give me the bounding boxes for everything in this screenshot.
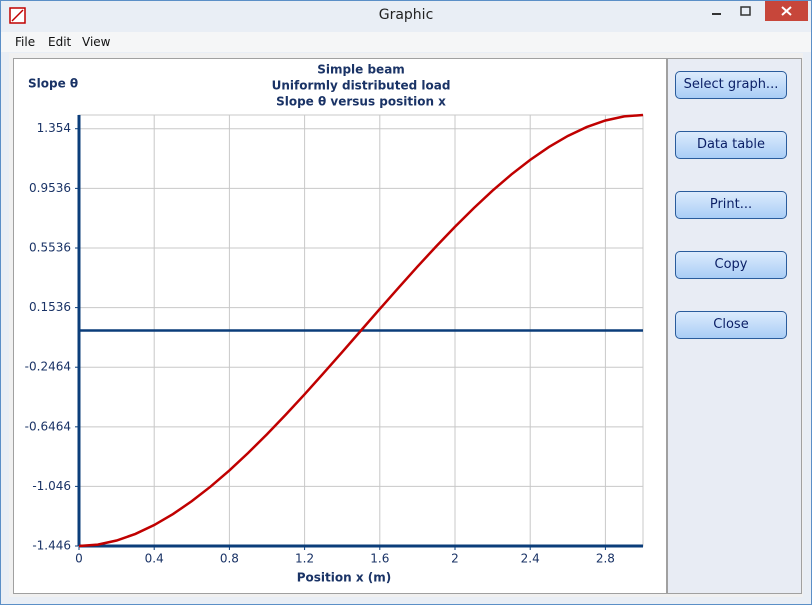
chart: Simple beam Uniformly distributed load Slo…	[25, 63, 644, 585]
window-title: Graphic	[378, 7, 434, 23]
data-line	[78, 113, 644, 548]
y-tick-label: -1.446	[32, 539, 71, 553]
chart-title: Uniformly distributed load	[272, 79, 451, 93]
x-axis-label: Position x (m)	[297, 571, 392, 585]
maximize-button[interactable]	[740, 6, 751, 16]
x-tick-label: 2	[451, 552, 459, 566]
app-icon	[9, 7, 26, 24]
menu-bar: File Edit View	[1, 32, 811, 52]
x-tick-label: 2.8	[596, 552, 615, 566]
plot-panel: Simple beam Uniformly distributed load Slo…	[13, 58, 667, 594]
y-tick-label: 1.354	[37, 121, 71, 135]
y-tick-label: -0.2464	[25, 360, 71, 374]
window-controls	[712, 1, 808, 21]
y-tick-label: 0.5536	[29, 240, 71, 254]
y-tick-label: 0.1536	[29, 300, 71, 314]
title-bar: Graphic	[1, 1, 811, 32]
client-area: Simple beam Uniformly distributed load Slo…	[9, 53, 803, 597]
button-panel: Select graph... Data table Print... Copy…	[667, 58, 802, 594]
menu-item[interactable]: Edit	[48, 35, 72, 49]
chart-title: Simple beam	[317, 63, 405, 77]
select-graph-button[interactable]: Select graph...	[675, 71, 787, 99]
close-button[interactable]: Close	[675, 311, 787, 339]
x-tick-label: 0.4	[145, 552, 164, 566]
y-tick-label: 0.9536	[29, 181, 71, 195]
print-button[interactable]: Print...	[675, 191, 787, 219]
chart-title: Slope θ versus position x	[276, 95, 446, 109]
copy-button[interactable]: Copy	[675, 251, 787, 279]
x-tick-label: 1.6	[370, 552, 389, 566]
y-tick-label: -0.6464	[25, 419, 71, 433]
menu-item[interactable]: File	[15, 35, 36, 49]
data-table-button[interactable]: Data table	[675, 131, 787, 159]
x-tick-label: 0	[75, 552, 83, 566]
x-tick-label: 2.4	[521, 552, 540, 566]
menu-item[interactable]: View	[82, 35, 111, 49]
y-tick-label: -1.046	[32, 479, 71, 493]
y-axis-label: Slope θ	[28, 77, 78, 91]
x-tick-label: 0.8	[220, 552, 239, 566]
x-tick-label: 1.2	[295, 552, 314, 566]
